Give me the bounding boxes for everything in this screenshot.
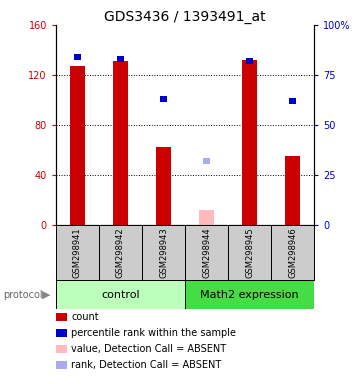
Text: value, Detection Call = ABSENT: value, Detection Call = ABSENT	[71, 344, 226, 354]
Text: protocol: protocol	[4, 290, 43, 300]
Text: count: count	[71, 312, 99, 322]
Text: GSM298941: GSM298941	[73, 227, 82, 278]
Bar	[160, 96, 167, 102]
Bar	[117, 56, 124, 62]
Bar	[70, 66, 85, 225]
Bar	[285, 156, 300, 225]
Bar	[185, 225, 228, 280]
Bar	[246, 58, 253, 64]
Bar	[242, 60, 257, 225]
Text: percentile rank within the sample: percentile rank within the sample	[71, 328, 236, 338]
Bar	[156, 147, 171, 225]
Title: GDS3436 / 1393491_at: GDS3436 / 1393491_at	[104, 10, 266, 24]
Bar	[289, 98, 296, 104]
Bar	[228, 225, 271, 280]
Text: Math2 expression: Math2 expression	[200, 290, 299, 300]
Text: control: control	[101, 290, 140, 300]
Bar	[185, 280, 314, 309]
Text: rank, Detection Call = ABSENT: rank, Detection Call = ABSENT	[71, 360, 221, 370]
Text: ▶: ▶	[42, 290, 50, 300]
Text: GSM298943: GSM298943	[159, 227, 168, 278]
Text: GSM298942: GSM298942	[116, 227, 125, 278]
Bar	[142, 225, 185, 280]
Text: GSM298946: GSM298946	[288, 227, 297, 278]
Bar	[74, 54, 81, 60]
Bar	[203, 157, 210, 164]
Text: GSM298944: GSM298944	[202, 227, 211, 278]
Bar	[56, 225, 99, 280]
Bar	[99, 225, 142, 280]
Bar	[199, 210, 214, 225]
Bar	[113, 61, 128, 225]
Bar	[56, 280, 185, 309]
Text: GSM298945: GSM298945	[245, 227, 254, 278]
Bar	[271, 225, 314, 280]
